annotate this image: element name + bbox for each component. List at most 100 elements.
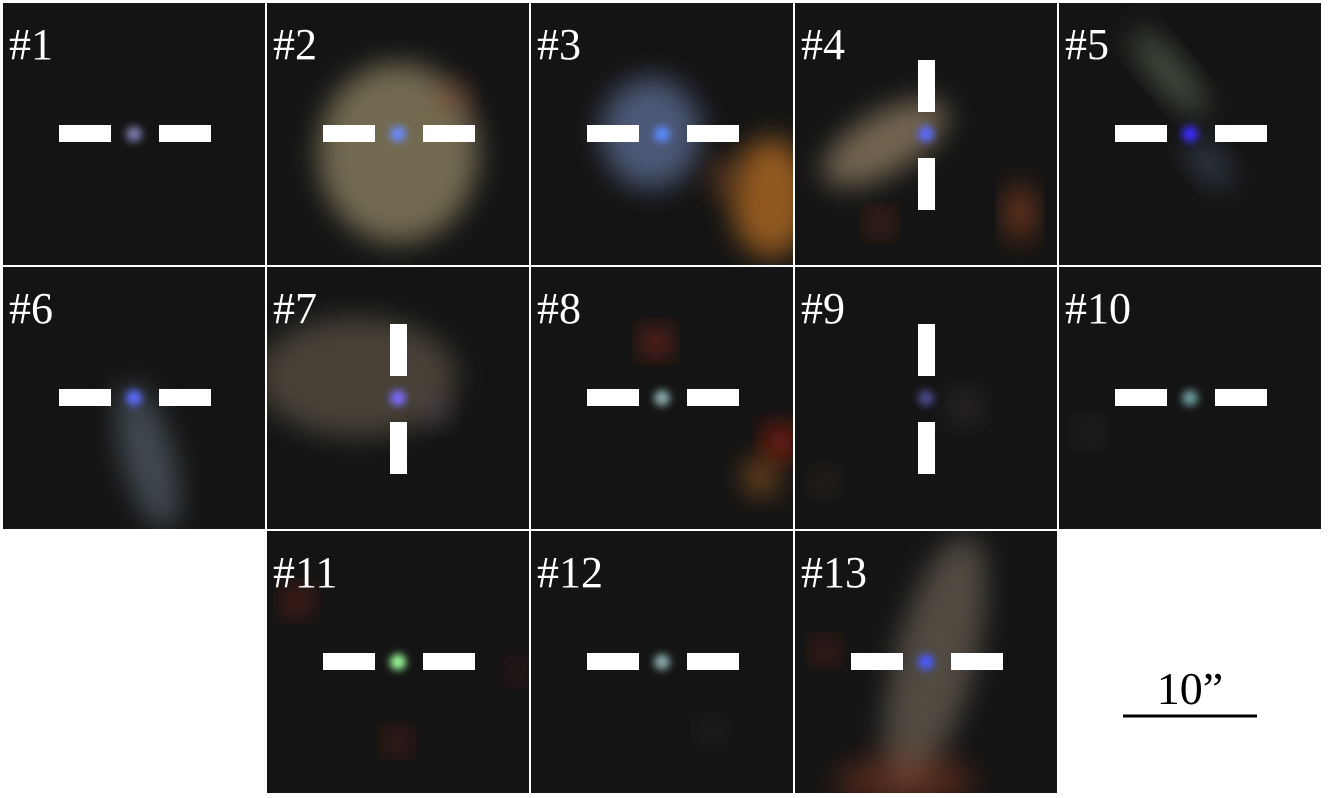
marker-bar (159, 389, 211, 406)
image-panel: #4 (795, 3, 1057, 265)
marker-bar (851, 653, 903, 670)
galaxy-glow (601, 78, 701, 188)
panel-label: #5 (1065, 20, 1109, 69)
panel-label: #2 (273, 20, 317, 69)
marker-bar (423, 653, 475, 670)
panel-content (795, 267, 1057, 529)
galaxy-glow (835, 756, 975, 793)
panel-content (1059, 3, 1321, 265)
marker-bar (1115, 125, 1167, 142)
panel-content (267, 3, 529, 265)
galaxy-glow (743, 459, 779, 495)
galaxy-glow (644, 330, 668, 354)
marker-bar (918, 324, 935, 376)
image-panel: #3 (531, 3, 793, 265)
image-panel: #5 (1059, 3, 1321, 265)
image-panel: #12 (531, 531, 793, 793)
galaxy-glow (731, 138, 793, 258)
panel-content (3, 3, 265, 265)
panel-label: #4 (801, 20, 845, 69)
galaxy-glow (815, 641, 835, 661)
galaxy-glow (425, 400, 449, 424)
panel-content (267, 531, 529, 793)
galaxy-glow (1131, 29, 1207, 117)
galaxy-glow (267, 317, 457, 437)
image-panel: #7 (267, 267, 529, 529)
marker-bar (587, 653, 639, 670)
image-panel: #13 (795, 531, 1057, 793)
target-source (654, 126, 670, 142)
target-source (918, 654, 934, 670)
target-source (126, 390, 142, 406)
panel-content (531, 267, 793, 529)
galaxy-glow (883, 535, 987, 787)
galaxy-glow (950, 392, 980, 422)
panel-label: #7 (273, 284, 317, 333)
galaxy-glow (708, 160, 744, 196)
image-panel: #9 (795, 267, 1057, 529)
marker-bar (1115, 389, 1167, 406)
marker-bar (687, 653, 739, 670)
marker-bar (1215, 389, 1267, 406)
galaxy-glow (822, 99, 948, 187)
galaxy-glow (117, 384, 179, 529)
galaxy-glow (1008, 185, 1032, 241)
target-source (390, 390, 406, 406)
panel-content (531, 531, 793, 793)
galaxy-glow (701, 721, 721, 741)
galaxy-glow (387, 731, 407, 751)
panel-content (531, 3, 793, 265)
galaxy-glow (1079, 422, 1099, 442)
panel-content (795, 531, 1057, 793)
target-source (390, 654, 406, 670)
panel-content (795, 3, 1057, 265)
panel-label: #10 (1065, 284, 1131, 333)
marker-bar (323, 125, 375, 142)
target-source (654, 654, 670, 670)
image-panel: #6 (3, 267, 265, 529)
target-source (126, 126, 142, 142)
panel-content (1059, 267, 1321, 529)
panel-label: #1 (9, 20, 53, 69)
galaxy-glow (507, 661, 527, 681)
marker-bar (1215, 125, 1267, 142)
panel-label: #9 (801, 284, 845, 333)
scale-label: 10” (1157, 663, 1223, 714)
panel-label: #6 (9, 284, 53, 333)
marker-bar (423, 125, 475, 142)
galaxy-glow (285, 589, 309, 613)
target-source (1182, 126, 1198, 142)
target-source (390, 126, 406, 142)
marker-bar (951, 653, 1003, 670)
panel-label: #3 (537, 20, 581, 69)
marker-bar (323, 653, 375, 670)
target-source (654, 390, 670, 406)
target-source (1182, 390, 1198, 406)
image-panel: #2 (267, 3, 529, 265)
marker-bar (587, 125, 639, 142)
marker-bar (918, 422, 935, 474)
marker-bar (159, 125, 211, 142)
galaxy-glow (1186, 138, 1232, 188)
galaxy-glow (870, 213, 890, 233)
marker-bar (918, 158, 935, 210)
marker-bar (918, 60, 935, 112)
marker-bar (59, 125, 111, 142)
panel-content (3, 267, 265, 529)
target-source (918, 126, 934, 142)
panel-label: #8 (537, 284, 581, 333)
panel-content (267, 267, 529, 529)
marker-bar (59, 389, 111, 406)
marker-bar (687, 125, 739, 142)
marker-bar (587, 389, 639, 406)
marker-bar (390, 422, 407, 474)
image-panel: #10 (1059, 267, 1321, 529)
marker-bar (687, 389, 739, 406)
marker-bar (390, 324, 407, 376)
panel-label: #11 (273, 548, 337, 597)
panel-label: #12 (537, 548, 603, 597)
panel-label: #13 (801, 548, 867, 597)
image-panel: #11 (267, 531, 529, 793)
galaxy-glow (437, 83, 467, 113)
